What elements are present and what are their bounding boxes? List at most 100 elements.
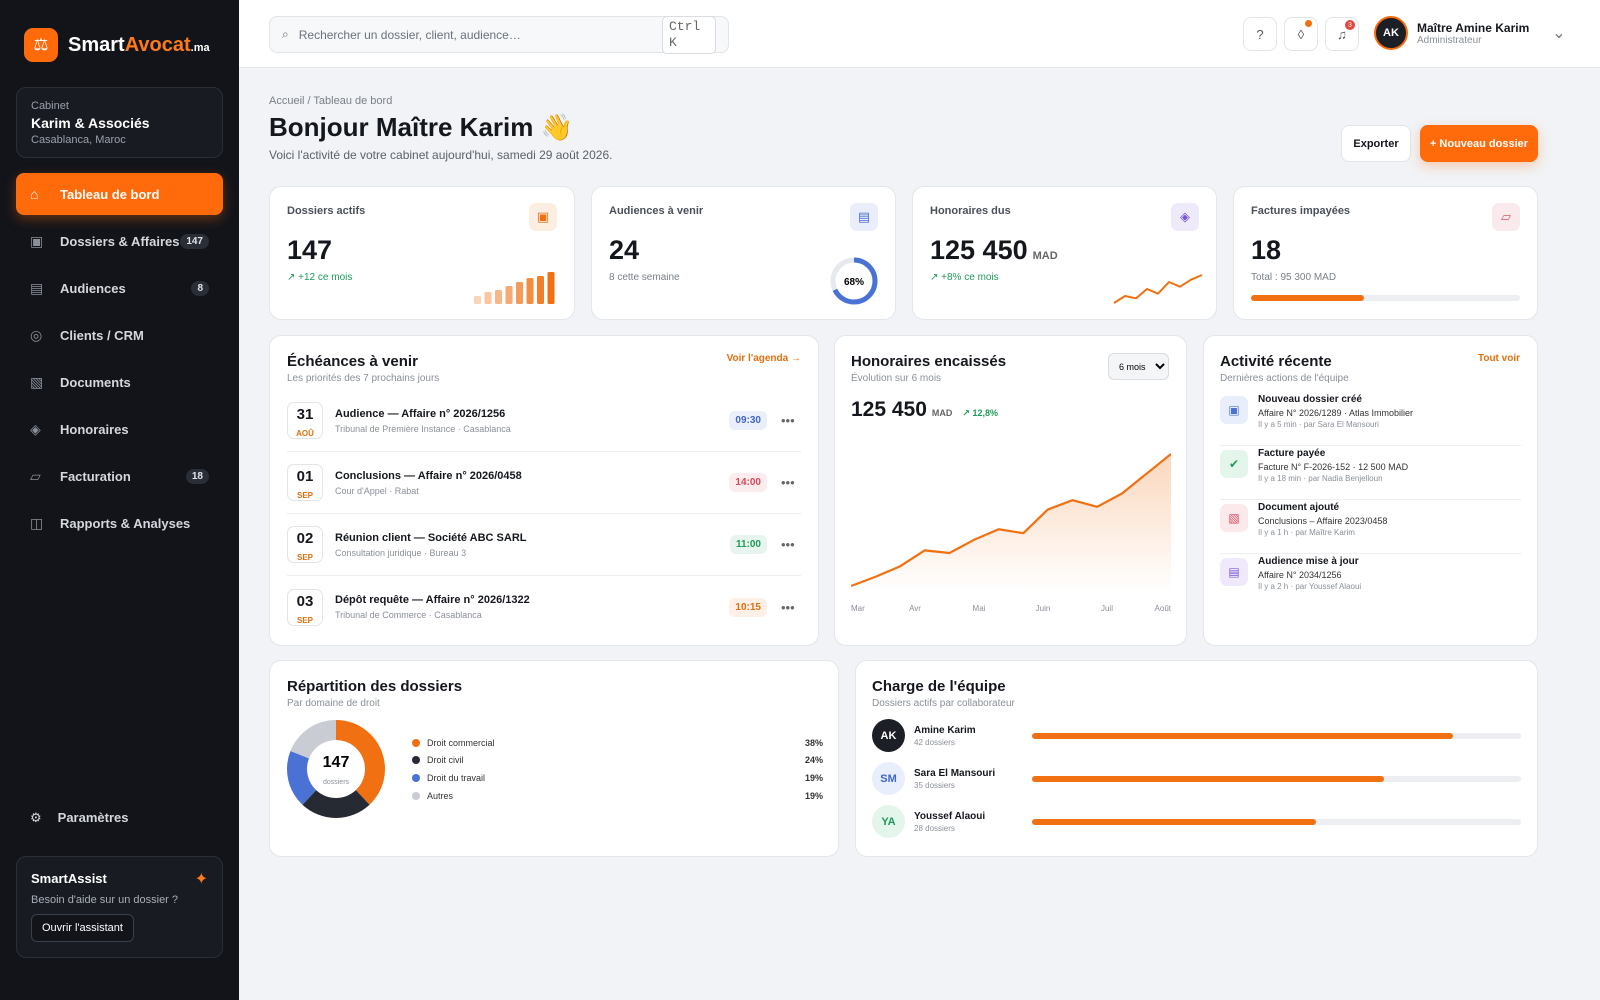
load-fill <box>1032 732 1453 739</box>
brand: SmartAvocat.ma <box>68 34 210 57</box>
theme-button[interactable]: ◊ <box>1284 17 1318 51</box>
deadline-title: Réunion client — Société ABC SARL <box>335 531 527 544</box>
spark-line <box>1113 274 1203 304</box>
export-button[interactable]: Exporter <box>1341 125 1411 162</box>
activity-link[interactable]: Tout voir <box>1477 353 1520 364</box>
nav-icon: ▤ <box>30 279 44 296</box>
nav-item[interactable]: ◫ Rapports & Analyses <box>16 502 223 544</box>
fees-unit: MAD <box>931 408 953 418</box>
month: SEP <box>296 553 313 562</box>
subtitle: Voici l'activité de votre cabinet aujour… <box>269 148 613 162</box>
help-button[interactable]: ? <box>1243 17 1277 51</box>
mini-bar <box>495 290 502 304</box>
deadline-list: 31 AOÛ Audience — Affaire n° 2026/1256 Trib… <box>287 390 801 638</box>
day: 01 <box>296 468 314 485</box>
more-button[interactable]: ••• <box>781 475 795 490</box>
donut-slice <box>290 720 336 759</box>
legend-item: Droit commercial 38% <box>412 734 823 752</box>
member-count: 35 dossiers <box>914 780 955 790</box>
month: SEP <box>296 491 313 500</box>
legend-value: 24% <box>804 755 823 766</box>
settings[interactable]: ⚙ Paramètres <box>30 810 128 826</box>
date-box: 31 AOÛ <box>287 402 323 439</box>
deadline-text: Conclusions — Affaire n° 2026/0458 Cour d… <box>335 470 522 496</box>
activity-list: ▣ Nouveau dossier créé Affaire N° 2026/128… <box>1220 392 1521 608</box>
member-label: Sara El Mansouri <box>914 767 996 779</box>
breadcrumb: Accueil / Tableau de bord <box>269 95 393 107</box>
sidebar: ⚖ SmartAvocat.ma Cabinet Karim & Associés C… <box>0 0 239 1000</box>
deadline-title: Conclusions — Affaire n° 2026/0458 <box>335 469 522 482</box>
time-tag: 14:00 <box>729 473 767 492</box>
legend: Droit commercial 38% Droit civil 24% Droit d… <box>412 734 823 804</box>
nav-item[interactable]: ⌂ Tableau de bord <box>16 173 223 215</box>
more-button[interactable]: ••• <box>781 537 795 552</box>
nav-item[interactable]: ▱ Facturation 18 <box>16 455 223 497</box>
team-list: AK Amine Karim 42 dossiers SM Sara El Mansou… <box>872 714 1521 843</box>
card-title: Charge de l'équipe <box>872 678 1006 695</box>
more-button[interactable]: ••• <box>781 413 795 428</box>
deadline-title: Audience — Affaire n° 2026/1256 <box>335 407 506 420</box>
distribution-donut: 147 dossiers <box>287 720 385 818</box>
user-role: Administrateur <box>1417 34 1482 46</box>
mini-bar <box>474 296 481 304</box>
mini-bar <box>547 272 555 304</box>
nav-icon: ◎ <box>30 326 43 343</box>
nav-item[interactable]: ▧ Documents <box>16 361 223 403</box>
user-menu[interactable]: AK Maître Amine Karim Administrateur ⌄ <box>1374 16 1566 50</box>
card-subtitle: Dossiers actifs par collaborateur <box>872 698 1015 709</box>
kpi-value: 125 450 MAD <box>930 235 1199 266</box>
donut-slice <box>302 790 370 818</box>
new-button[interactable]: + Nouveau dossier <box>1420 125 1538 162</box>
fees-chart: Mar Avr Mai Juin Juil Août <box>851 453 1171 613</box>
greeting: Bonjour Maître Karim 👋 <box>269 112 573 142</box>
date-box: 03 SEP <box>287 588 323 626</box>
agenda-link[interactable]: Voir l'agenda → <box>726 353 801 364</box>
activity-title: Nouveau dossier créé <box>1258 394 1362 405</box>
member-avatar: YA <box>872 805 905 838</box>
activity-icon: ▣ <box>1220 396 1248 424</box>
mini-bar <box>537 276 544 304</box>
nav-item[interactable]: ◎ Clients / CRM <box>16 314 223 356</box>
logo[interactable]: ⚖ SmartAvocat.ma <box>24 28 210 62</box>
activity-text: Nouveau dossier créé Affaire N° 2026/1289… <box>1258 394 1413 445</box>
day: 02 <box>296 530 314 547</box>
deadline-text: Audience — Affaire n° 2026/1256 Tribunal … <box>335 408 511 434</box>
notifications-button[interactable]: ♫ 3 <box>1325 17 1359 51</box>
shortcut: Ctrl K <box>662 15 716 54</box>
legend-value: 19% <box>804 772 823 783</box>
month: AOÛ <box>296 429 314 438</box>
time-tag: 10:15 <box>729 597 767 617</box>
kpi-card: Honoraires dus ◈ 125 450 MAD ↗ +8% ce mois <box>912 186 1217 320</box>
activity-title: Document ajouté <box>1258 502 1340 513</box>
member-label: Youssef Alaoui <box>914 810 986 822</box>
month: SEP <box>296 615 313 625</box>
progress-track <box>1251 295 1520 301</box>
nav-item[interactable]: ◈ Honoraires <box>16 408 223 450</box>
activity-text: Document ajouté Conclusions – Affaire 202… <box>1258 502 1387 553</box>
assist-button[interactable]: Ouvrir l'assistant <box>31 914 134 942</box>
deadline-detail: Tribunal de Première Instance · Casablan… <box>335 423 511 434</box>
distribution-card: Répartition des dossiers Par domaine de d… <box>269 660 839 857</box>
card-subtitle: Les priorités des 7 prochains jours <box>287 373 440 384</box>
nav-label: Clients / CRM <box>60 327 144 343</box>
member-avatar: SM <box>872 762 905 795</box>
nav-label: Facturation <box>60 468 131 484</box>
nav-icon: ◈ <box>30 420 41 437</box>
kpi-icon: ▤ <box>850 203 878 231</box>
search[interactable]: ⌕ Rechercher un dossier, client, audience… <box>269 15 729 54</box>
nav-item[interactable]: ▤ Audiences 8 <box>16 267 223 309</box>
kpi-value: 18 <box>1251 235 1520 266</box>
legend-value: 38% <box>804 737 823 748</box>
cabinet-card[interactable]: Cabinet Karim & Associés Casablanca, Maroc <box>16 87 223 158</box>
member-row: SM Sara El Mansouri 35 dossiers <box>872 757 1521 800</box>
date-box: 02 SEP <box>287 526 323 563</box>
nav-item[interactable]: ▣ Dossiers & Affaires 147 <box>16 220 223 262</box>
topbar: ⌕ Rechercher un dossier, client, audience… <box>239 0 1600 68</box>
legend-name: Droit civil <box>427 755 464 766</box>
period-select[interactable]: 6 mois <box>1108 353 1169 380</box>
line <box>851 453 1171 588</box>
legend-swatch <box>412 773 420 782</box>
settings-icon: ⚙ <box>30 810 42 825</box>
more-button[interactable]: ••• <box>781 599 795 615</box>
